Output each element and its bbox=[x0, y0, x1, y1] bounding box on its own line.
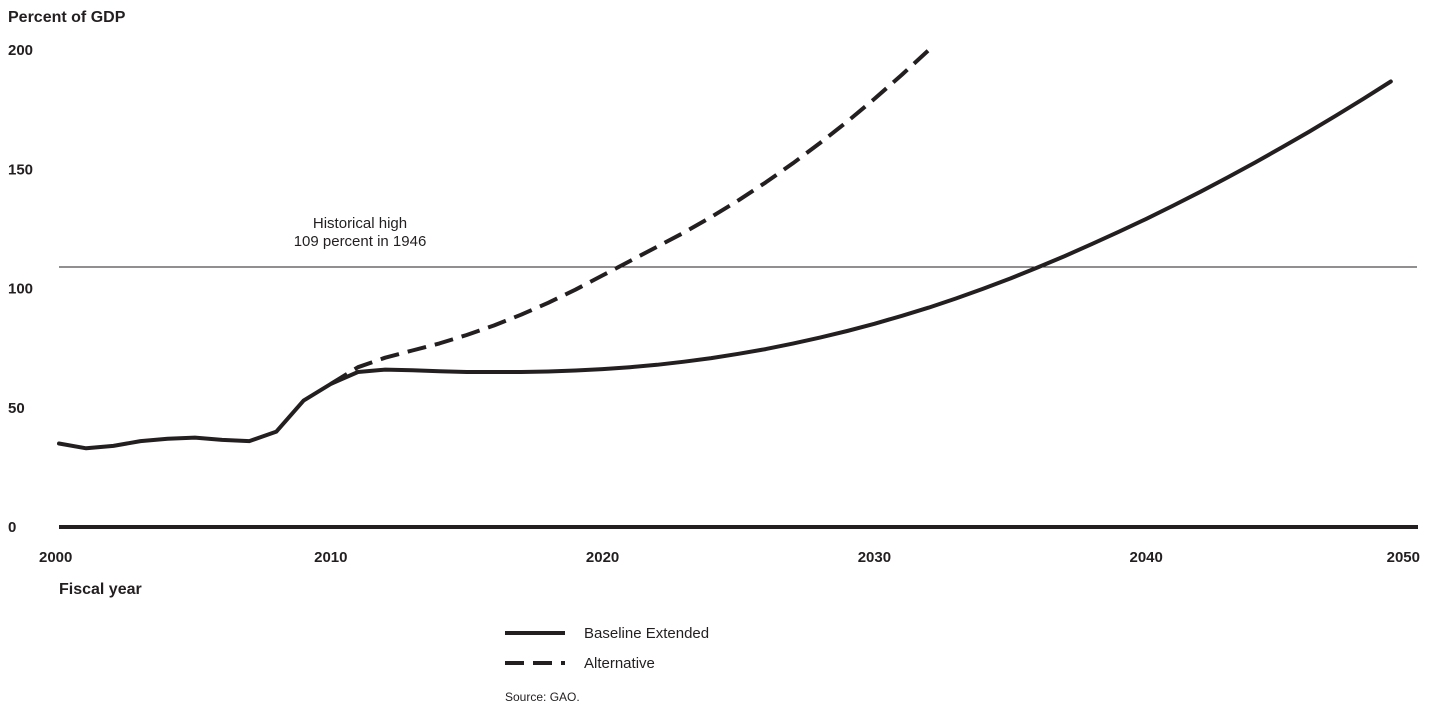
series-line-baseline-extended bbox=[57, 79, 1393, 451]
series-line-alternative bbox=[329, 48, 931, 386]
x-tick-label: 2000 bbox=[39, 549, 72, 566]
y-tick-label: 0 bbox=[8, 519, 16, 536]
y-axis-title: Percent of GDP bbox=[8, 9, 126, 26]
x-tick-labels: 2000 2010 2020 2030 2040 2050 bbox=[39, 549, 1420, 566]
x-tick-label: 2050 bbox=[1387, 549, 1420, 566]
x-tick-label: 2040 bbox=[1130, 549, 1163, 566]
legend-label-baseline: Baseline Extended bbox=[584, 625, 709, 642]
x-tick-label: 2010 bbox=[314, 549, 347, 566]
y-tick-labels: 0 50 100 150 200 bbox=[8, 42, 33, 536]
y-tick-label: 100 bbox=[8, 281, 33, 298]
historical-high-label-line1: Historical high bbox=[313, 215, 407, 232]
historical-high-label-line2: 109 percent in 1946 bbox=[294, 233, 427, 250]
y-tick-label: 200 bbox=[8, 42, 33, 59]
legend-label-alternative: Alternative bbox=[584, 655, 655, 672]
legend: Baseline Extended Alternative bbox=[505, 625, 709, 672]
x-axis-title: Fiscal year bbox=[59, 581, 142, 598]
series-lines bbox=[57, 48, 1393, 451]
y-tick-label: 50 bbox=[8, 400, 25, 417]
x-tick-label: 2030 bbox=[858, 549, 891, 566]
source-note: Source: GAO. bbox=[505, 690, 580, 704]
x-tick-label: 2020 bbox=[586, 549, 619, 566]
y-tick-label: 150 bbox=[8, 161, 33, 178]
